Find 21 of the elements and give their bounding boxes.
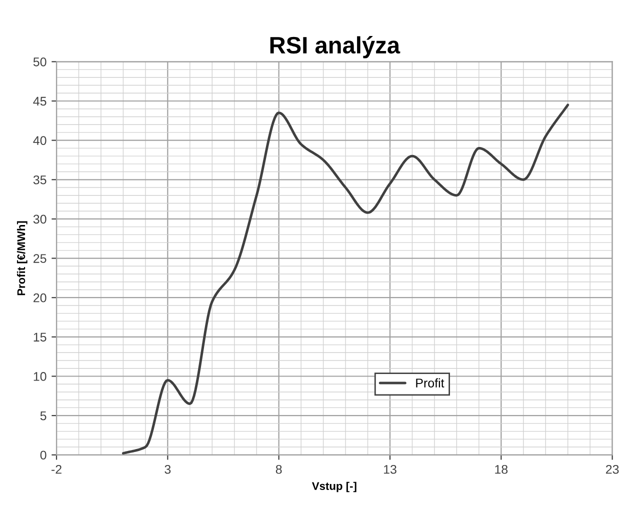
x-tick-label: 13 (384, 464, 396, 474)
y-tick-label: 50 (33, 57, 46, 66)
x-tick-label: 8 (276, 464, 282, 474)
y-tick-label: 5 (40, 412, 46, 420)
x-tick-label: 23 (606, 464, 619, 474)
y-tick-label: 15 (34, 332, 46, 342)
y-tick-label: 20 (34, 293, 46, 302)
y-tick-label: 0 (40, 450, 46, 460)
y-tick-label: 35 (33, 175, 46, 184)
x-tick-label: 18 (495, 464, 508, 474)
chart-title: RSI analýza (270, 36, 400, 58)
y-tick-label: 10 (34, 372, 46, 381)
x-tick-label: -2 (52, 464, 62, 474)
y-tick-label: 25 (34, 254, 46, 263)
y-tick-label: 30 (33, 214, 46, 224)
y-tick-label: 45 (33, 96, 46, 106)
y-axis-title: Profit [€/MWh] (16, 221, 28, 296)
x-axis-title: Vstup [-] (312, 482, 356, 492)
legend-label: Profit (416, 378, 444, 388)
x-tick-label: 3 (164, 464, 171, 474)
y-tick-label: 40 (33, 136, 46, 145)
